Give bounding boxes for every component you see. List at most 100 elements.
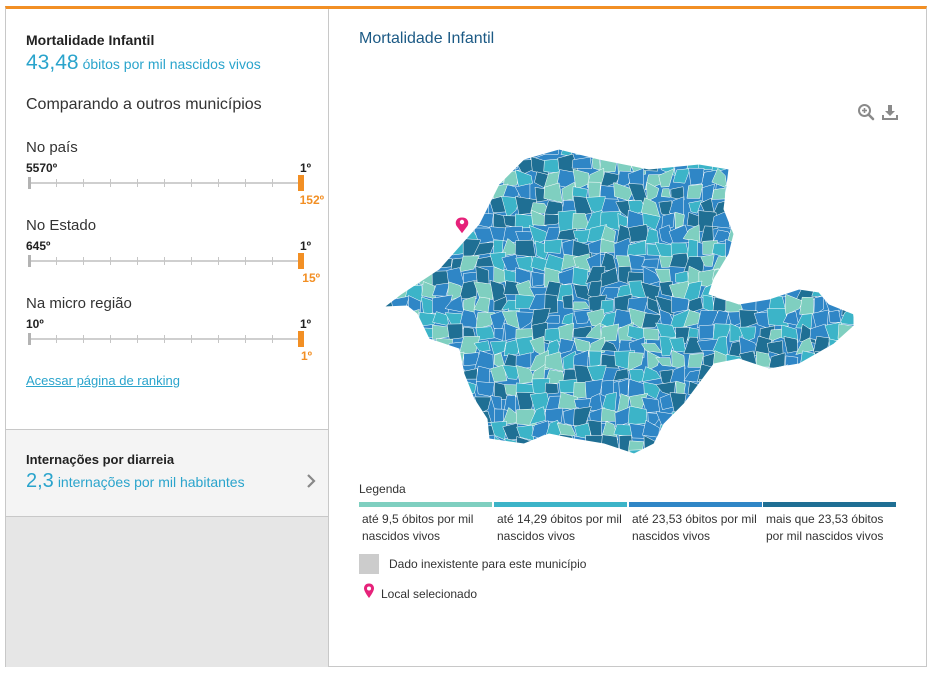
municipality-shape[interactable] — [794, 199, 816, 213]
municipality-shape[interactable] — [408, 410, 424, 427]
municipality-shape[interactable] — [646, 181, 660, 202]
municipality-shape[interactable] — [781, 144, 804, 162]
municipality-shape[interactable] — [727, 254, 743, 274]
municipality-shape[interactable] — [390, 436, 410, 454]
municipality-shape[interactable] — [475, 365, 490, 385]
municipality-shape[interactable] — [379, 353, 392, 368]
municipality-shape[interactable] — [794, 448, 816, 464]
municipality-shape[interactable] — [647, 350, 661, 371]
municipality-shape[interactable] — [388, 211, 409, 229]
municipality-shape[interactable] — [781, 271, 802, 285]
municipality-shape[interactable] — [390, 237, 408, 260]
municipality-shape[interactable] — [403, 170, 425, 185]
municipality-shape[interactable] — [571, 156, 593, 170]
municipality-shape[interactable] — [809, 380, 829, 394]
municipality-shape[interactable] — [837, 269, 859, 286]
municipality-shape[interactable] — [743, 157, 756, 174]
municipality-shape[interactable] — [869, 365, 879, 381]
municipality-shape[interactable] — [739, 451, 762, 463]
municipality-shape[interactable] — [654, 295, 676, 316]
municipality-shape[interactable] — [447, 450, 466, 464]
municipality-shape[interactable] — [445, 408, 460, 425]
municipality-shape[interactable] — [823, 209, 844, 232]
municipality-shape[interactable] — [445, 154, 462, 171]
municipality-shape[interactable] — [728, 423, 744, 443]
municipality-shape[interactable] — [421, 227, 439, 243]
municipality-shape[interactable] — [601, 447, 621, 464]
municipality-shape[interactable] — [420, 242, 437, 254]
municipality-shape[interactable] — [785, 409, 803, 428]
municipality-shape[interactable] — [868, 311, 879, 328]
municipality-shape[interactable] — [490, 448, 508, 464]
municipality-shape[interactable] — [501, 195, 522, 219]
municipality-shape[interactable] — [628, 254, 645, 270]
municipality-shape[interactable] — [515, 336, 534, 358]
municipality-shape[interactable] — [514, 169, 533, 189]
municipality-shape[interactable] — [768, 267, 786, 287]
municipality-shape[interactable] — [809, 211, 828, 232]
municipality-shape[interactable] — [824, 241, 843, 260]
municipality-shape[interactable] — [829, 392, 842, 412]
municipality-shape[interactable] — [836, 154, 854, 174]
municipality-shape[interactable] — [418, 158, 438, 170]
municipality-shape[interactable] — [754, 420, 774, 441]
municipality-shape[interactable] — [841, 392, 857, 410]
municipality-shape[interactable] — [473, 340, 491, 352]
municipality-shape[interactable] — [422, 450, 437, 464]
municipality-shape[interactable] — [853, 145, 872, 156]
municipality-shape[interactable] — [795, 367, 817, 382]
municipality-shape[interactable] — [828, 365, 842, 385]
municipality-shape[interactable] — [643, 381, 662, 400]
municipality-shape[interactable] — [449, 144, 463, 161]
municipality-shape[interactable] — [515, 311, 535, 331]
municipality-shape[interactable] — [828, 284, 842, 302]
municipality-shape[interactable] — [669, 449, 690, 464]
municipality-shape[interactable] — [408, 381, 422, 397]
municipality-shape[interactable] — [379, 224, 394, 242]
municipality-shape[interactable] — [459, 279, 478, 299]
municipality-shape[interactable] — [395, 226, 409, 245]
municipality-shape[interactable] — [613, 368, 629, 382]
municipality-shape[interactable] — [462, 183, 479, 204]
municipality-shape[interactable] — [391, 352, 412, 370]
municipality-shape[interactable] — [514, 183, 531, 202]
municipality-shape[interactable] — [404, 224, 426, 243]
municipality-shape[interactable] — [405, 453, 424, 464]
municipality-shape[interactable] — [447, 436, 467, 455]
municipality-shape[interactable] — [500, 144, 519, 160]
municipality-shape[interactable] — [421, 342, 439, 359]
municipality-shape[interactable] — [683, 449, 704, 464]
municipality-shape[interactable] — [869, 295, 879, 315]
municipality-shape[interactable] — [641, 258, 659, 269]
municipality-shape[interactable] — [755, 240, 771, 261]
municipality-shape[interactable] — [759, 212, 771, 232]
municipality-shape[interactable] — [824, 351, 840, 371]
municipality-shape[interactable] — [711, 448, 733, 464]
municipality-shape[interactable] — [392, 426, 409, 438]
municipality-shape[interactable] — [760, 381, 772, 399]
municipality-shape[interactable] — [841, 448, 857, 464]
municipality-shape[interactable] — [627, 144, 649, 163]
municipality-shape[interactable] — [615, 144, 633, 159]
municipality-shape[interactable] — [418, 144, 436, 158]
municipality-shape[interactable] — [853, 225, 872, 244]
municipality-shape[interactable] — [868, 257, 879, 273]
municipality-shape[interactable] — [837, 382, 856, 393]
municipality-shape[interactable] — [730, 384, 746, 400]
municipality-shape[interactable] — [810, 168, 830, 190]
municipality-shape[interactable] — [699, 437, 717, 454]
municipality-shape[interactable] — [462, 175, 480, 190]
municipality-shape[interactable] — [727, 365, 748, 383]
chevron-right-icon[interactable] — [304, 472, 318, 490]
zoom-in-icon[interactable] — [857, 103, 875, 121]
municipality-shape[interactable] — [417, 381, 437, 400]
municipality-shape[interactable] — [405, 419, 422, 443]
municipality-shape[interactable] — [782, 170, 797, 185]
municipality-shape[interactable] — [784, 186, 798, 200]
municipality-shape[interactable] — [450, 182, 464, 203]
municipality-shape[interactable] — [404, 252, 425, 274]
municipality-shape[interactable] — [670, 186, 685, 201]
municipality-shape[interactable] — [660, 188, 671, 198]
municipality-shape[interactable] — [839, 258, 858, 275]
municipality-shape[interactable] — [404, 339, 426, 354]
